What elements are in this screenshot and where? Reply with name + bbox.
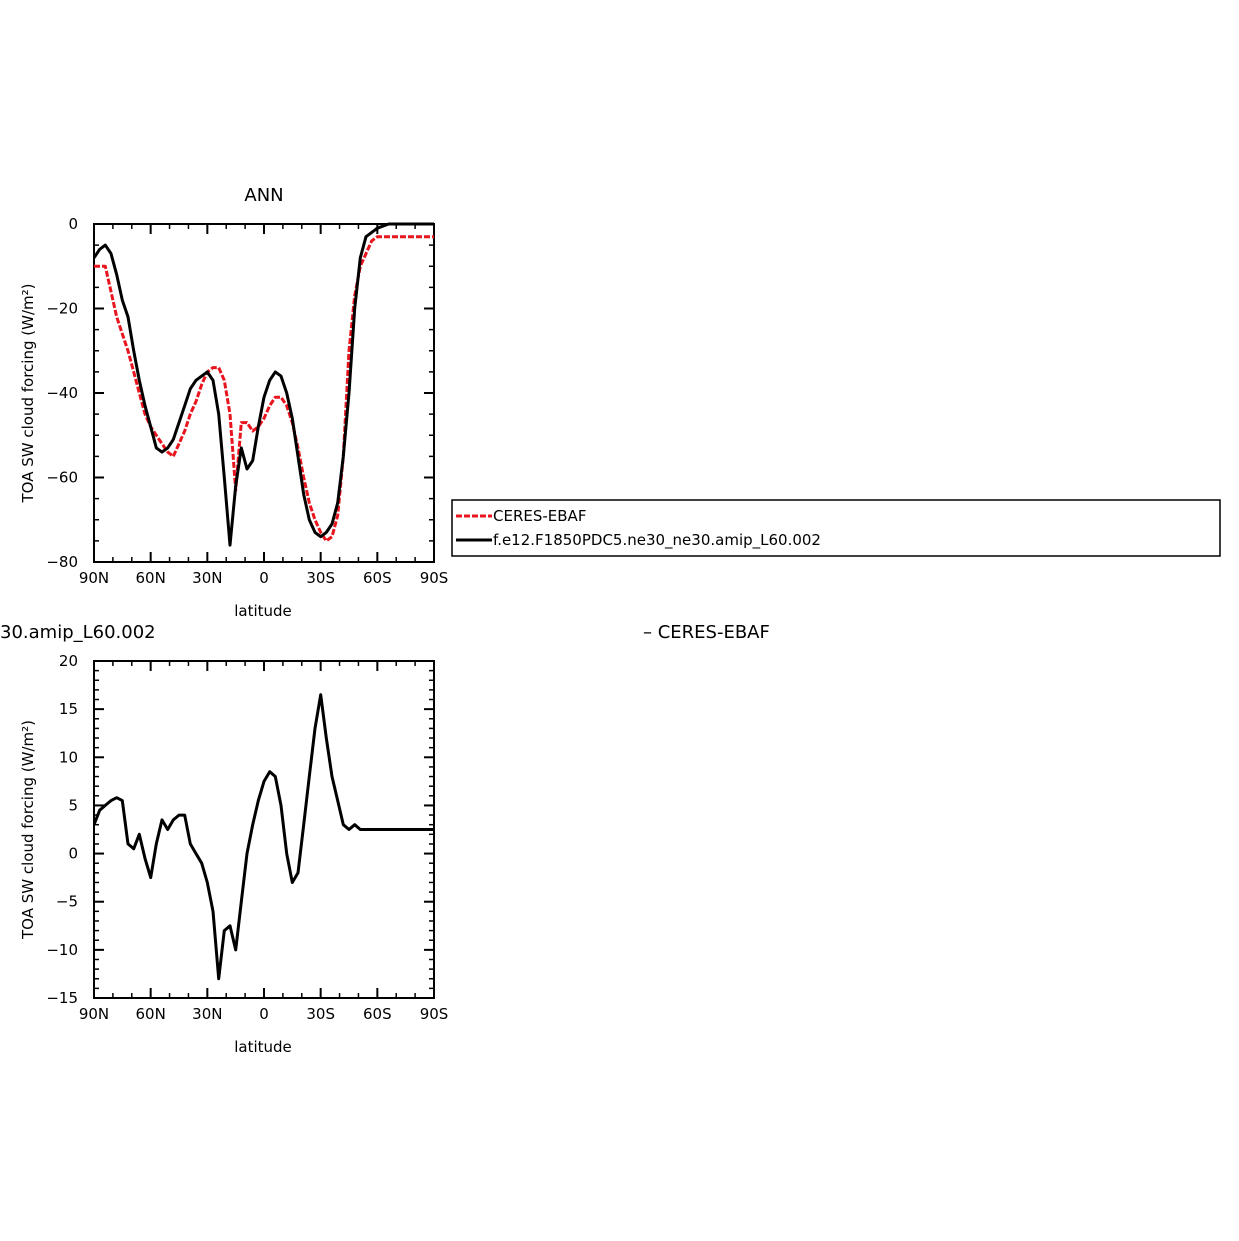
y-tick-label: 0: [68, 845, 78, 863]
chart-title: ANN: [244, 185, 283, 206]
y-axis-label: TOA SW cloud forcing (W/m²): [19, 284, 37, 504]
x-tick-label: 90S: [420, 569, 449, 587]
y-tick-label: 0: [68, 215, 78, 233]
series-line-f-e12-f1850pdc5-ne30-ne30-amip-l60-002: [94, 222, 434, 547]
x-tick-label: 90N: [79, 569, 109, 587]
chart-title-right: – CERES-EBAF: [643, 622, 770, 643]
y-tick-label: 10: [59, 748, 78, 766]
x-axis-label: latitude: [234, 1038, 292, 1056]
legend-entry: f.e12.F1850PDC5.ne30_ne30.amip_L60.002: [493, 531, 821, 550]
x-axis-label: latitude: [234, 602, 292, 620]
x-tick-label: 0: [259, 569, 269, 587]
y-tick-label: −20: [46, 300, 78, 318]
series-line-ceres-ebaf: [94, 235, 434, 543]
x-tick-label: 60S: [363, 1005, 392, 1023]
y-tick-label: −80: [46, 553, 78, 571]
y-tick-label: 15: [59, 700, 78, 718]
chart-panel-1: 90N 60N 30N 0 30S 60S 90S 0 −20 −40 −60 −80 latitude…: [19, 185, 1221, 620]
y-tick-label: −10: [46, 941, 78, 959]
legend-box: [451, 499, 1221, 557]
x-tick-label: 90S: [420, 1005, 449, 1023]
y-axis-label: TOA SW cloud forcing (W/m²): [19, 720, 37, 940]
y-tick-label: 5: [68, 796, 78, 814]
x-tick-label: 60S: [363, 569, 392, 587]
series-line-difference: [94, 693, 434, 981]
y-tick-label: −60: [46, 469, 78, 487]
x-tick-label: 60N: [136, 569, 166, 587]
y-tick-label: −40: [46, 384, 78, 402]
x-tick-label: 60N: [136, 1005, 166, 1023]
legend-entry: CERES-EBAF: [493, 507, 586, 525]
x-tick-label: 90N: [79, 1005, 109, 1023]
x-tick-label: 30S: [306, 1005, 335, 1023]
y-tick-label: 20: [59, 652, 78, 670]
x-tick-label: 30N: [192, 569, 222, 587]
legend: CERES-EBAF f.e12.F1850PDC5.ne30_ne30.amip…: [451, 499, 1221, 557]
x-tick-label: 30N: [192, 1005, 222, 1023]
x-tick-label: 0: [259, 1005, 269, 1023]
y-tick-label: −5: [56, 893, 78, 911]
x-tick-label: 30S: [306, 569, 335, 587]
chart-panel-2: 90N 60N 30N 0 30S 60S 90S 20 15 10 5 0 −5 −10 −15 latit…: [0, 622, 770, 1056]
y-tick-label: −15: [46, 989, 78, 1007]
chart-title-left: 30.amip_L60.002: [0, 622, 156, 643]
